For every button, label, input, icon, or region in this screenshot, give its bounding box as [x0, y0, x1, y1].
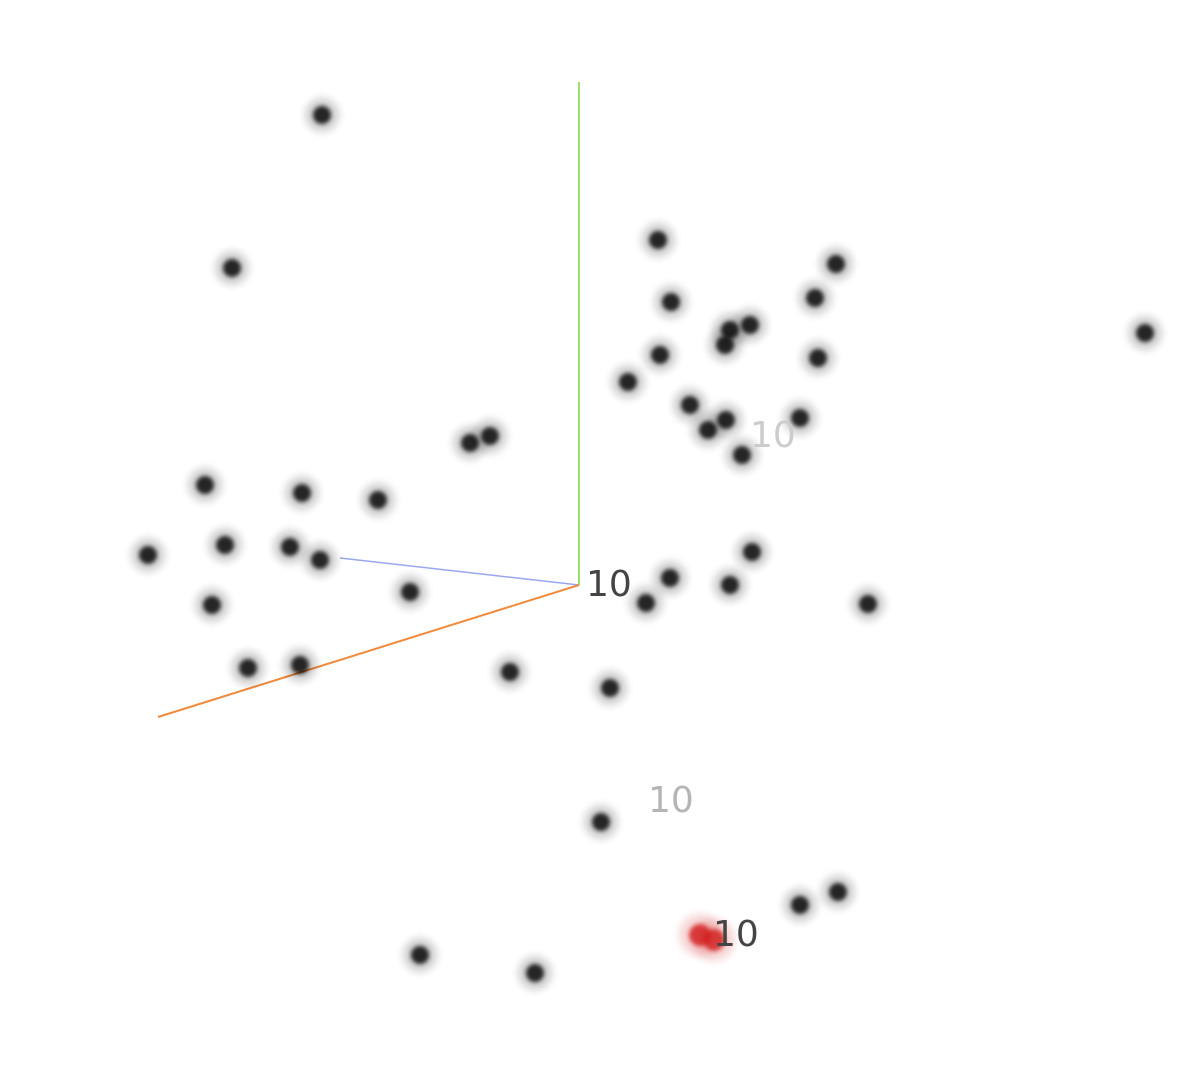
- data-point: [239, 659, 257, 677]
- data-point: [601, 679, 619, 697]
- data-point: [806, 289, 824, 307]
- faded-label: 10: [750, 415, 796, 456]
- data-point: [291, 656, 309, 674]
- data-point: [619, 373, 637, 391]
- data-point: [716, 336, 734, 354]
- data-point: [791, 409, 809, 427]
- data-point: [401, 583, 419, 601]
- data-point: [216, 536, 234, 554]
- z-axis-line: [339, 557, 580, 586]
- data-point: [662, 293, 680, 311]
- x-axis-line: [157, 584, 580, 718]
- data-point: [637, 594, 655, 612]
- data-point: [661, 569, 679, 587]
- data-point: [733, 446, 751, 464]
- data-point: [649, 231, 667, 249]
- data-point: [721, 576, 739, 594]
- origin-label: 10: [586, 564, 632, 605]
- data-point: [743, 543, 761, 561]
- axes-group: [157, 82, 580, 718]
- data-point: [313, 106, 331, 124]
- data-point: [526, 964, 544, 982]
- data-point: [293, 484, 311, 502]
- data-point: [1136, 324, 1154, 342]
- data-point: [411, 946, 429, 964]
- data-point: [369, 491, 387, 509]
- data-point: [651, 346, 669, 364]
- data-point: [223, 259, 241, 277]
- data-point: [311, 551, 329, 569]
- data-point: [592, 813, 610, 831]
- data-point: [809, 349, 827, 367]
- data-point: [139, 546, 157, 564]
- data-point: [196, 476, 214, 494]
- highlight-points: [679, 914, 735, 961]
- data-point: [703, 929, 725, 951]
- data-point: [859, 595, 877, 613]
- data-point: [699, 421, 717, 439]
- background-points: [130, 97, 1163, 991]
- axis-labels: 10 10 10 10: [586, 415, 796, 955]
- data-point: [461, 434, 479, 452]
- highlight-label: 10: [713, 914, 759, 955]
- data-point: [791, 896, 809, 914]
- data-point: [827, 255, 845, 273]
- data-point: [281, 538, 299, 556]
- data-point: [829, 883, 847, 901]
- data-point: [681, 396, 699, 414]
- faded-label: 10: [648, 780, 694, 821]
- data-point: [501, 663, 519, 681]
- data-point: [203, 596, 221, 614]
